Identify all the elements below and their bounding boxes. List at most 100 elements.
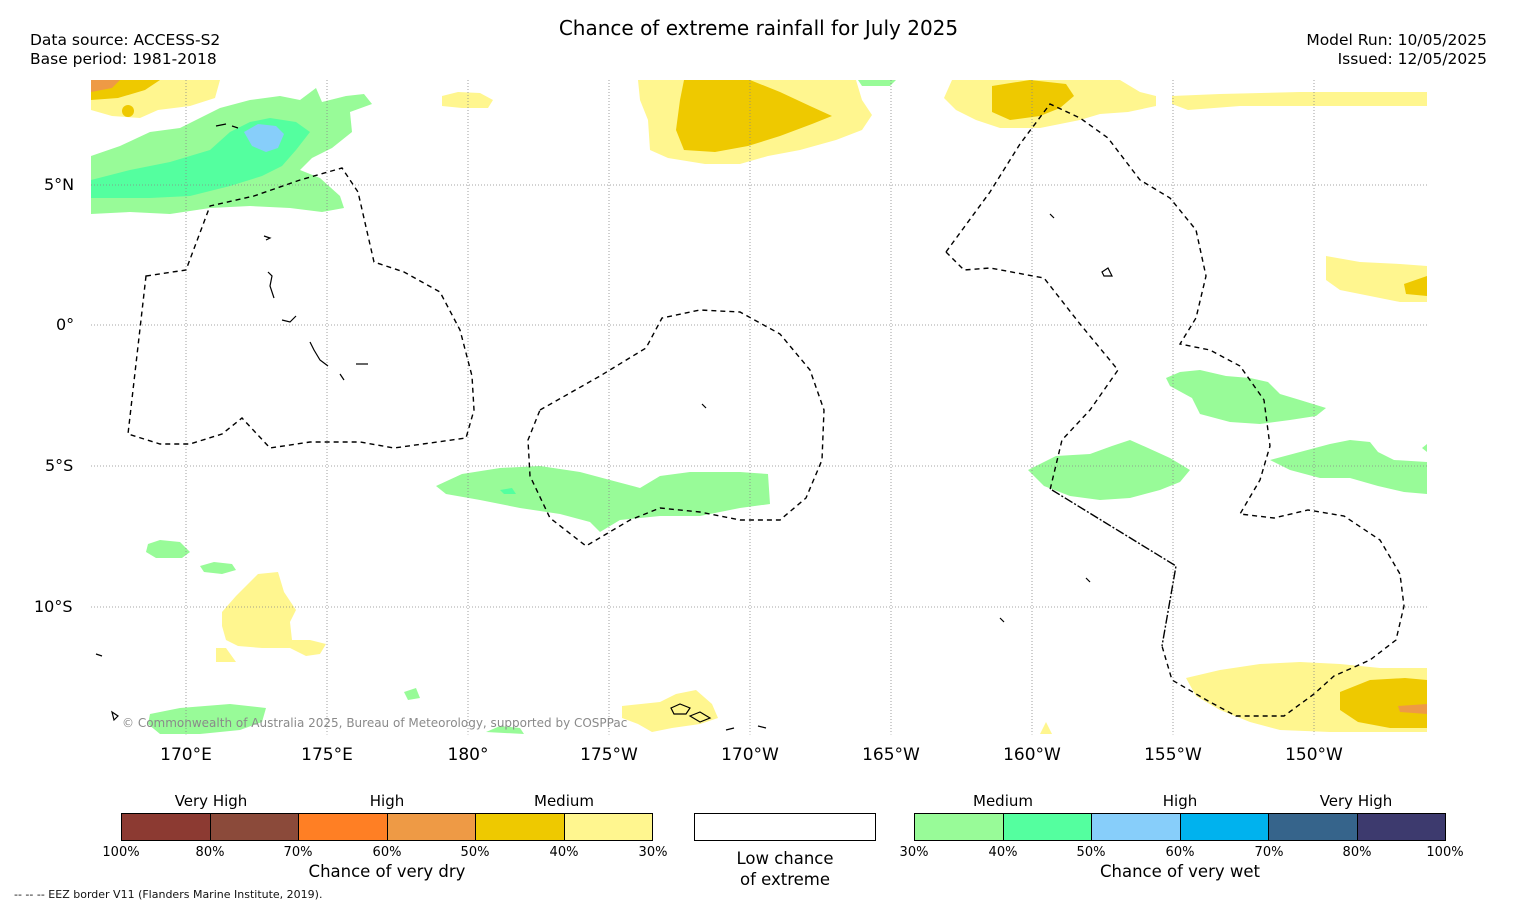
island-m — [111, 710, 119, 722]
map-area — [91, 80, 1427, 736]
lon-label-180: 180° — [447, 745, 489, 765]
wet-heading-very-high: Very High — [1319, 792, 1393, 810]
wet-region-n-sliver — [858, 80, 896, 86]
wet-spot-far-east — [1422, 444, 1427, 452]
dry-region-far-ne — [1172, 92, 1427, 110]
lon-label-160w: 160°W — [1003, 745, 1061, 765]
map-title: Chance of extreme rainfall for July 2025 — [558, 16, 959, 40]
wet-region-central — [436, 466, 770, 532]
dry-tick-40: 40% — [549, 845, 579, 860]
wet-region-central-medium — [500, 488, 516, 494]
island-k — [1085, 577, 1091, 583]
base-period: Base period: 1981-2018 — [30, 50, 217, 68]
dry-swatch-1 — [122, 814, 211, 840]
wet-tick-30: 30% — [899, 845, 929, 860]
copyright-text: © Commonwealth of Australia 2025, Bureau… — [122, 716, 628, 730]
wet-region-sw-3 — [404, 688, 420, 700]
dry-swatch-6 — [564, 814, 652, 840]
wet-heading-medium: Medium — [973, 792, 1033, 810]
dry-swatch-5 — [476, 814, 565, 840]
island-p — [999, 617, 1005, 623]
wet-tick-100: 100% — [1426, 845, 1464, 860]
island-l — [95, 653, 103, 657]
eez-phoenix-tokelau — [527, 309, 825, 547]
wet-region-east-1 — [1166, 370, 1326, 424]
dry-swatch-2 — [210, 814, 299, 840]
wet-tick-40: 40% — [988, 845, 1018, 860]
wet-regions — [91, 80, 1427, 734]
lat-label-5n: 5°N — [44, 175, 75, 194]
dry-region-se-high — [1398, 704, 1427, 714]
lon-label-170w: 170°W — [721, 745, 779, 765]
dry-caption: Chance of very dry — [308, 862, 466, 881]
lon-label-175w: 175°W — [580, 745, 638, 765]
lat-label-10s: 10°S — [34, 597, 73, 616]
island-d — [267, 271, 275, 299]
wet-heading-high: High — [1162, 792, 1198, 810]
island-g — [339, 373, 345, 381]
dry-region-east-medium — [1404, 276, 1427, 296]
lat-label-0: 0° — [56, 315, 75, 334]
meta-right: Model Run: 10/05/2025 Issued: 12/05/2025 — [1306, 31, 1487, 69]
dry-region-east — [1326, 256, 1427, 302]
graticule — [91, 80, 1427, 735]
dry-swatch-3 — [299, 814, 388, 840]
dry-region-se-medium — [1340, 678, 1427, 728]
wet-swatch-6 — [1357, 814, 1445, 840]
island-j — [1049, 213, 1055, 219]
dry-colorbar — [121, 813, 653, 841]
dry-spot-s — [1040, 722, 1052, 734]
wet-region-nw-high — [244, 124, 284, 152]
dry-legend-headings: Very High High Medium — [121, 792, 653, 812]
islands — [95, 123, 1113, 731]
wet-swatch-1 — [915, 814, 1004, 840]
meta-left: Data source: ACCESS-S2 Base period: 1981… — [30, 31, 220, 69]
issued-date: Issued: 12/05/2025 — [1337, 50, 1487, 68]
wet-tick-50: 50% — [1076, 845, 1106, 860]
dry-tick-80: 80% — [195, 845, 225, 860]
dry-heading-medium: Medium — [534, 792, 594, 810]
wet-legend-headings: Medium High Very High — [914, 792, 1446, 812]
eez-footnote: -- -- -- EEZ border V11 (Flanders Marine… — [14, 888, 323, 901]
lon-label-165w: 165°W — [862, 745, 920, 765]
lon-label-175e: 175°E — [301, 745, 353, 765]
island-c — [263, 235, 272, 241]
island-i — [701, 403, 707, 409]
wet-tick-70: 70% — [1254, 845, 1284, 860]
dry-region-north-east-medium — [992, 80, 1074, 120]
lon-label-170e: 170°E — [160, 745, 212, 765]
eez-boundary-line — [1051, 489, 1177, 647]
dry-region-sw — [222, 572, 326, 656]
dry-region-south-central — [622, 690, 718, 732]
wet-region-s-small — [486, 726, 524, 734]
lon-label-155w: 155°W — [1144, 745, 1202, 765]
dry-swatch-4 — [387, 814, 476, 840]
dry-region-n-small — [442, 92, 493, 108]
island-f — [309, 341, 329, 367]
dry-tick-70: 70% — [283, 845, 313, 860]
wet-tick-60: 60% — [1165, 845, 1195, 860]
low-chance-caption-line2: of extreme — [739, 870, 831, 889]
lon-label-150w: 150°W — [1285, 745, 1343, 765]
dry-regions — [91, 80, 1427, 734]
dry-heading-high: High — [369, 792, 405, 810]
island-samoa — [670, 703, 712, 723]
wet-region-sw-2 — [200, 562, 236, 574]
dry-region-north-central-medium — [676, 80, 832, 152]
wet-colorbar — [914, 813, 1446, 841]
wet-region-sw-4 — [148, 704, 266, 734]
lat-label-5s: 5°S — [45, 456, 74, 475]
wet-region-east-2 — [1028, 440, 1190, 500]
low-chance-caption-line1: Low chance — [736, 849, 834, 868]
dry-tick-100: 100% — [102, 845, 140, 860]
low-chance-caption: Low chance of extreme — [694, 848, 876, 890]
island-kiritimati — [1101, 267, 1113, 277]
dry-spot-nw — [122, 105, 134, 117]
wet-swatch-2 — [1003, 814, 1092, 840]
dry-tick-60: 60% — [372, 845, 402, 860]
model-run: Model Run: 10/05/2025 — [1306, 31, 1487, 49]
wet-swatch-5 — [1269, 814, 1358, 840]
wet-region-sw-1 — [146, 540, 190, 558]
data-source: Data source: ACCESS-S2 — [30, 31, 221, 49]
